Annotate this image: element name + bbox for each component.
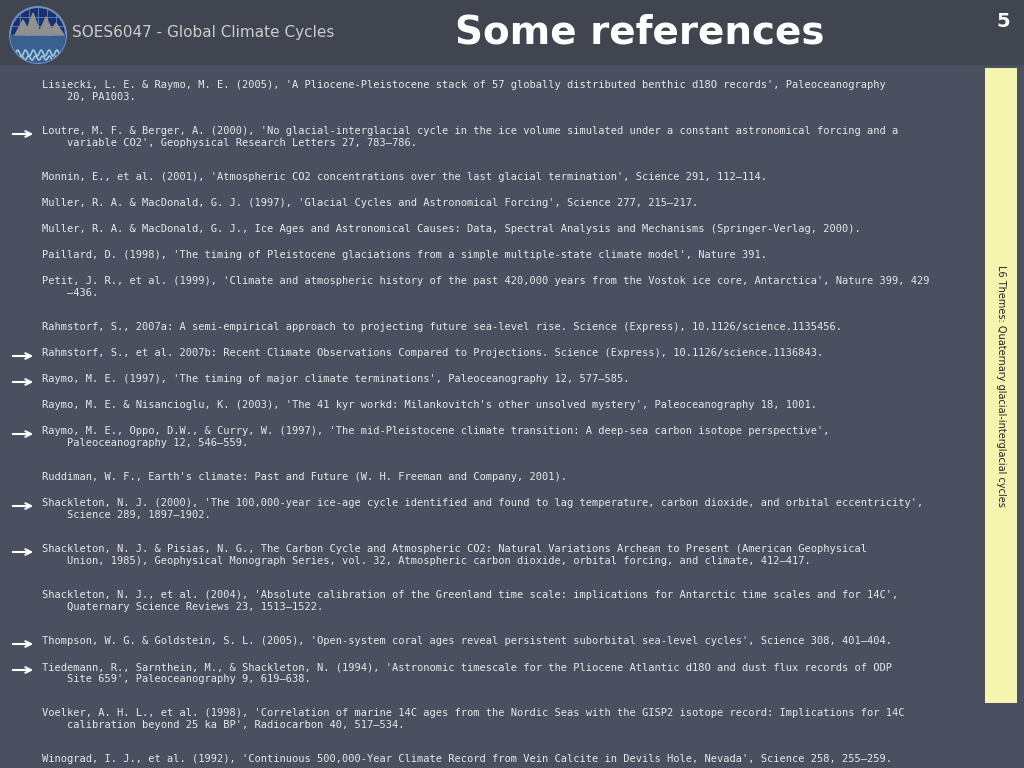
Text: Shackleton, N. J., et al. (2004), 'Absolute calibration of the Greenland time sc: Shackleton, N. J., et al. (2004), 'Absol… bbox=[42, 590, 898, 612]
Text: SOES6047 - Global Climate Cycles: SOES6047 - Global Climate Cycles bbox=[72, 25, 335, 39]
Text: Voelker, A. H. L., et al. (1998), 'Correlation of marine 14C ages from the Nordi: Voelker, A. H. L., et al. (1998), 'Corre… bbox=[42, 708, 904, 730]
Text: Shackleton, N. J. (2000), 'The 100,000-year ice-age cycle identified and found t: Shackleton, N. J. (2000), 'The 100,000-y… bbox=[42, 498, 924, 521]
Text: L6 Themes: Quaternary glacial-interglacial cycles: L6 Themes: Quaternary glacial-interglaci… bbox=[996, 264, 1006, 506]
Text: Winograd, I. J., et al. (1992), 'Continuous 500,000-Year Climate Record from Vei: Winograd, I. J., et al. (1992), 'Continu… bbox=[42, 754, 892, 764]
Text: Muller, R. A. & MacDonald, G. J. (1997), 'Glacial Cycles and Astronomical Forcin: Muller, R. A. & MacDonald, G. J. (1997),… bbox=[42, 198, 698, 208]
Text: Petit, J. R., et al. (1999), 'Climate and atmospheric history of the past 420,00: Petit, J. R., et al. (1999), 'Climate an… bbox=[42, 276, 930, 299]
Text: Ruddiman, W. F., Earth's climate: Past and Future (W. H. Freeman and Company, 20: Ruddiman, W. F., Earth's climate: Past a… bbox=[42, 472, 567, 482]
Text: Lisiecki, L. E. & Raymo, M. E. (2005), 'A Pliocene-Pleistocene stack of 57 globa: Lisiecki, L. E. & Raymo, M. E. (2005), '… bbox=[42, 80, 886, 102]
Text: Rahmstorf, S., 2007a: A semi-empirical approach to projecting future sea-level r: Rahmstorf, S., 2007a: A semi-empirical a… bbox=[42, 322, 842, 332]
Wedge shape bbox=[10, 35, 66, 63]
Text: Raymo, M. E., Oppo, D.W., & Curry, W. (1997), 'The mid-Pleistocene climate trans: Raymo, M. E., Oppo, D.W., & Curry, W. (1… bbox=[42, 426, 829, 449]
Polygon shape bbox=[15, 20, 31, 35]
Text: Paillard, D. (1998), 'The timing of Pleistocene glaciations from a simple multip: Paillard, D. (1998), 'The timing of Plei… bbox=[42, 250, 767, 260]
Polygon shape bbox=[38, 17, 54, 35]
Text: Raymo, M. E. (1997), 'The timing of major climate terminations', Paleoceanograph: Raymo, M. E. (1997), 'The timing of majo… bbox=[42, 374, 630, 384]
Text: Muller, R. A. & MacDonald, G. J., Ice Ages and Astronomical Causes: Data, Spectr: Muller, R. A. & MacDonald, G. J., Ice Ag… bbox=[42, 224, 861, 234]
Text: Rahmstorf, S., et al. 2007b: Recent Climate Observations Compared to Projections: Rahmstorf, S., et al. 2007b: Recent Clim… bbox=[42, 348, 823, 358]
Text: Monnin, E., et al. (2001), 'Atmospheric CO2 concentrations over the last glacial: Monnin, E., et al. (2001), 'Atmospheric … bbox=[42, 172, 767, 182]
Polygon shape bbox=[48, 23, 63, 35]
Polygon shape bbox=[25, 13, 41, 35]
Text: Thompson, W. G. & Goldstein, S. L. (2005), 'Open-system coral ages reveal persis: Thompson, W. G. & Goldstein, S. L. (2005… bbox=[42, 636, 892, 646]
Text: Raymo, M. E. & Nisancioglu, K. (2003), 'The 41 kyr workd: Milankovitch's other u: Raymo, M. E. & Nisancioglu, K. (2003), '… bbox=[42, 400, 817, 410]
Text: 5: 5 bbox=[996, 12, 1010, 31]
Text: Tiedemann, R., Sarnthein, M., & Shackleton, N. (1994), 'Astronomic timescale for: Tiedemann, R., Sarnthein, M., & Shacklet… bbox=[42, 662, 892, 684]
Text: Some references: Some references bbox=[456, 13, 824, 51]
Bar bbox=[985, 68, 1017, 703]
Text: Shackleton, N. J. & Pisias, N. G., The Carbon Cycle and Atmospheric CO2: Natural: Shackleton, N. J. & Pisias, N. G., The C… bbox=[42, 544, 867, 567]
Text: Loutre, M. F. & Berger, A. (2000), 'No glacial-interglacial cycle in the ice vol: Loutre, M. F. & Berger, A. (2000), 'No g… bbox=[42, 126, 898, 148]
Circle shape bbox=[10, 7, 66, 63]
Bar bbox=[0, 0, 1024, 65]
